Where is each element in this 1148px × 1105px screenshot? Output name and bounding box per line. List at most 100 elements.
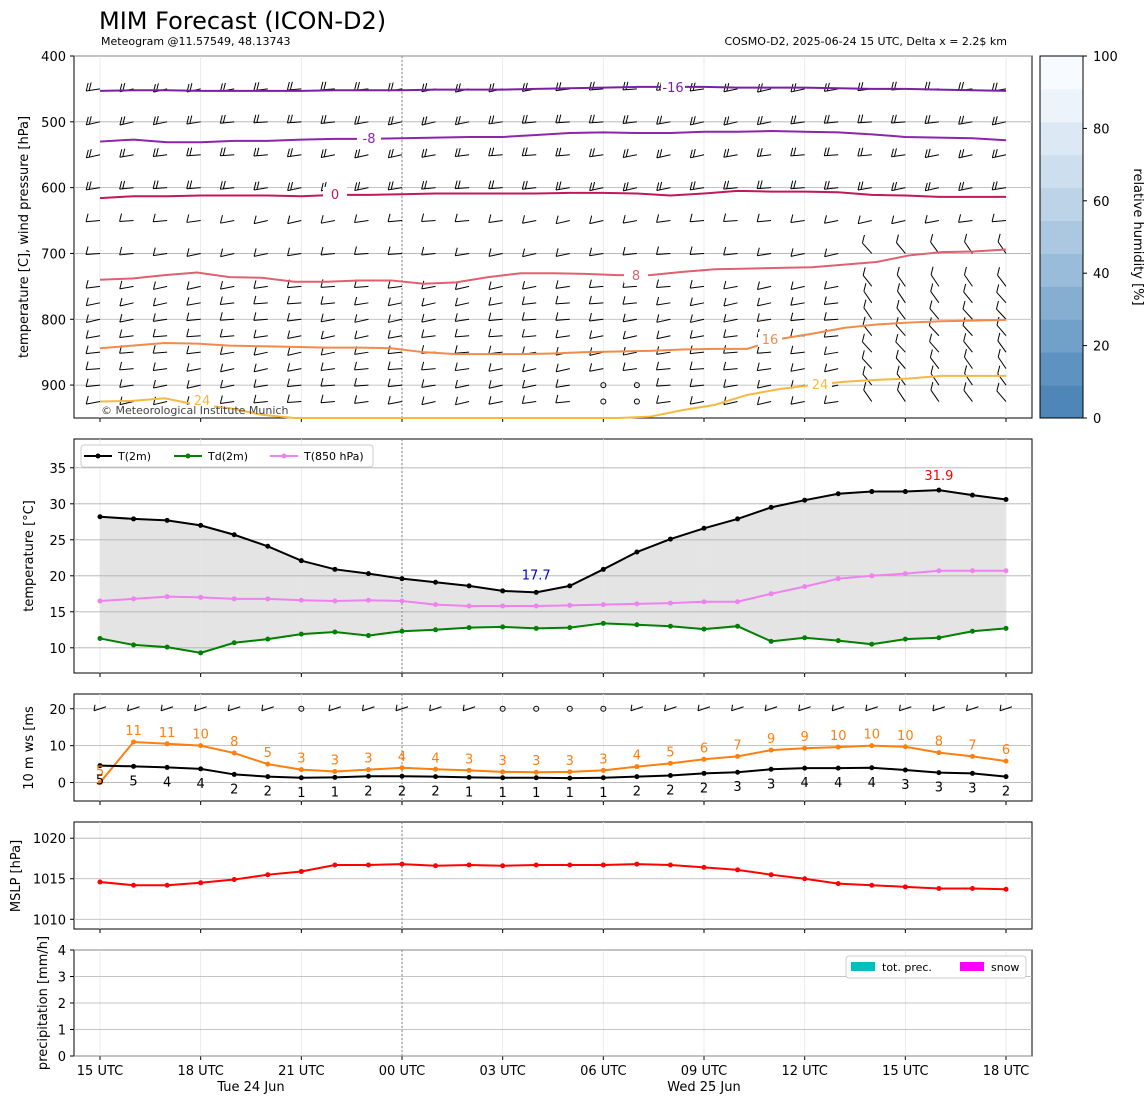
wind-barb-flag	[488, 214, 492, 223]
wind-barb-staff	[86, 220, 101, 223]
wind-barb-flag	[253, 181, 257, 191]
mean-wind-point	[1003, 774, 1009, 780]
wind-barb-flag	[390, 116, 394, 125]
wind-barb-staff	[589, 252, 604, 257]
wind-barb-staff	[321, 335, 336, 340]
gust-point	[701, 756, 707, 762]
time-tick-label: 12 UTC	[781, 1064, 827, 1079]
mean-wind-point	[365, 773, 371, 779]
mslp-point	[634, 861, 640, 867]
gust-value-label: 10	[864, 728, 881, 743]
mean-wind-point	[701, 770, 707, 776]
wind-barb-staff	[86, 285, 101, 289]
Td2m-point	[835, 638, 841, 644]
wind-barb-flag	[824, 248, 828, 257]
T850-point	[131, 596, 137, 602]
wind-barb-flag	[85, 314, 89, 323]
T850-point	[600, 602, 606, 608]
wind-barb-staff	[522, 187, 537, 190]
wind-barb-staff	[354, 368, 369, 371]
wind-barb-flag	[189, 180, 193, 189]
mslp-point	[265, 872, 271, 878]
wind-barb-staff	[824, 88, 839, 92]
wind-barb-flag	[119, 313, 123, 323]
T2m-point	[198, 522, 204, 528]
wind-barb-flag	[424, 148, 428, 157]
wind-barb-flag	[823, 215, 827, 224]
ua-ytick-label: 900	[41, 379, 66, 394]
mean-wind-point	[231, 771, 237, 777]
mean-wind-value-label: 3	[733, 780, 741, 795]
gust-point	[332, 768, 338, 774]
mslp-ytick-label: 1020	[33, 832, 66, 847]
wind-barb-flag	[287, 347, 291, 356]
wind-barb-flag	[88, 116, 92, 125]
wind-barb-staff	[388, 285, 403, 289]
wind-barb-flag	[555, 181, 559, 191]
wind-barb-flag	[588, 312, 592, 322]
mean-wind-point	[298, 775, 304, 781]
wind-barb-staff	[790, 318, 805, 322]
wind-barb-staff	[488, 318, 503, 322]
wind-barb-flag	[860, 181, 864, 190]
wind-barb-staff	[86, 335, 101, 339]
wind-barb-staff	[895, 341, 906, 353]
wind-barb-flag	[219, 296, 223, 305]
wind-barb-flag	[454, 328, 458, 338]
gust-value-label: 10	[192, 728, 209, 743]
wind-barb-staff	[455, 401, 470, 406]
T2m-point	[634, 549, 640, 555]
wind-barb-staff	[897, 389, 906, 402]
wind-barb-flag	[85, 181, 89, 191]
wind-barb-flag	[488, 248, 492, 257]
gust-value-label: 5	[264, 746, 272, 761]
wind-barb-flag	[421, 213, 425, 222]
wind-barb-staff	[488, 187, 503, 190]
mean-wind-value-label: 2	[431, 785, 439, 800]
wind-barb-staff	[757, 318, 772, 322]
isotherm-label: 8	[632, 269, 640, 284]
mslp-point	[667, 862, 673, 868]
wind-barb-staff	[555, 401, 570, 404]
wind-barb-flag	[994, 82, 998, 91]
ua-ytick-label: 800	[41, 313, 66, 328]
wind-barb-flag	[85, 116, 89, 125]
wind-barb-staff	[287, 335, 302, 339]
wind-barb-flag	[152, 362, 156, 371]
surface-wind-barb	[865, 706, 878, 712]
wind-barb-staff	[622, 252, 637, 256]
wind-barb-flag	[927, 115, 931, 124]
wind-barb-staff	[522, 302, 537, 305]
wind-barb-flag	[488, 281, 492, 290]
temp-ytick-label: 25	[49, 534, 66, 549]
T850-point	[164, 594, 170, 600]
mean-wind-value-label: 2	[364, 784, 372, 799]
wind-barb-staff	[622, 121, 637, 125]
wind-barb-flag	[857, 215, 861, 224]
wind-barb-staff	[421, 285, 436, 290]
legend-marker	[281, 453, 287, 459]
wind-barb-staff	[455, 351, 470, 354]
Td2m-point	[533, 625, 539, 631]
mean-wind-value-label: 5	[96, 774, 104, 789]
mslp-point	[768, 872, 774, 878]
wind-barb-staff	[790, 351, 805, 355]
wind-barb-flag	[759, 115, 763, 125]
wind-barb-flag	[823, 115, 827, 124]
wind-barb-flag	[189, 147, 193, 156]
wind-barb-flag	[524, 180, 528, 190]
rh-colorbar-tick-label: 100	[1093, 50, 1118, 65]
wind-barb-staff	[622, 285, 637, 288]
wind-barb-flag	[424, 180, 428, 189]
wind-barb-flag	[826, 180, 830, 190]
wind-barb-flag	[689, 280, 693, 289]
Td2m-point	[902, 636, 908, 642]
wind-barb-staff	[723, 220, 738, 223]
wind-barb-staff	[622, 88, 637, 91]
wind-barb-flag	[387, 181, 391, 190]
wind-barb-flag	[991, 149, 995, 158]
wind-frame	[73, 693, 1033, 802]
wind-barb-flag	[256, 82, 260, 91]
wind-barb-staff	[287, 401, 302, 404]
wind-barb-staff	[824, 220, 839, 224]
